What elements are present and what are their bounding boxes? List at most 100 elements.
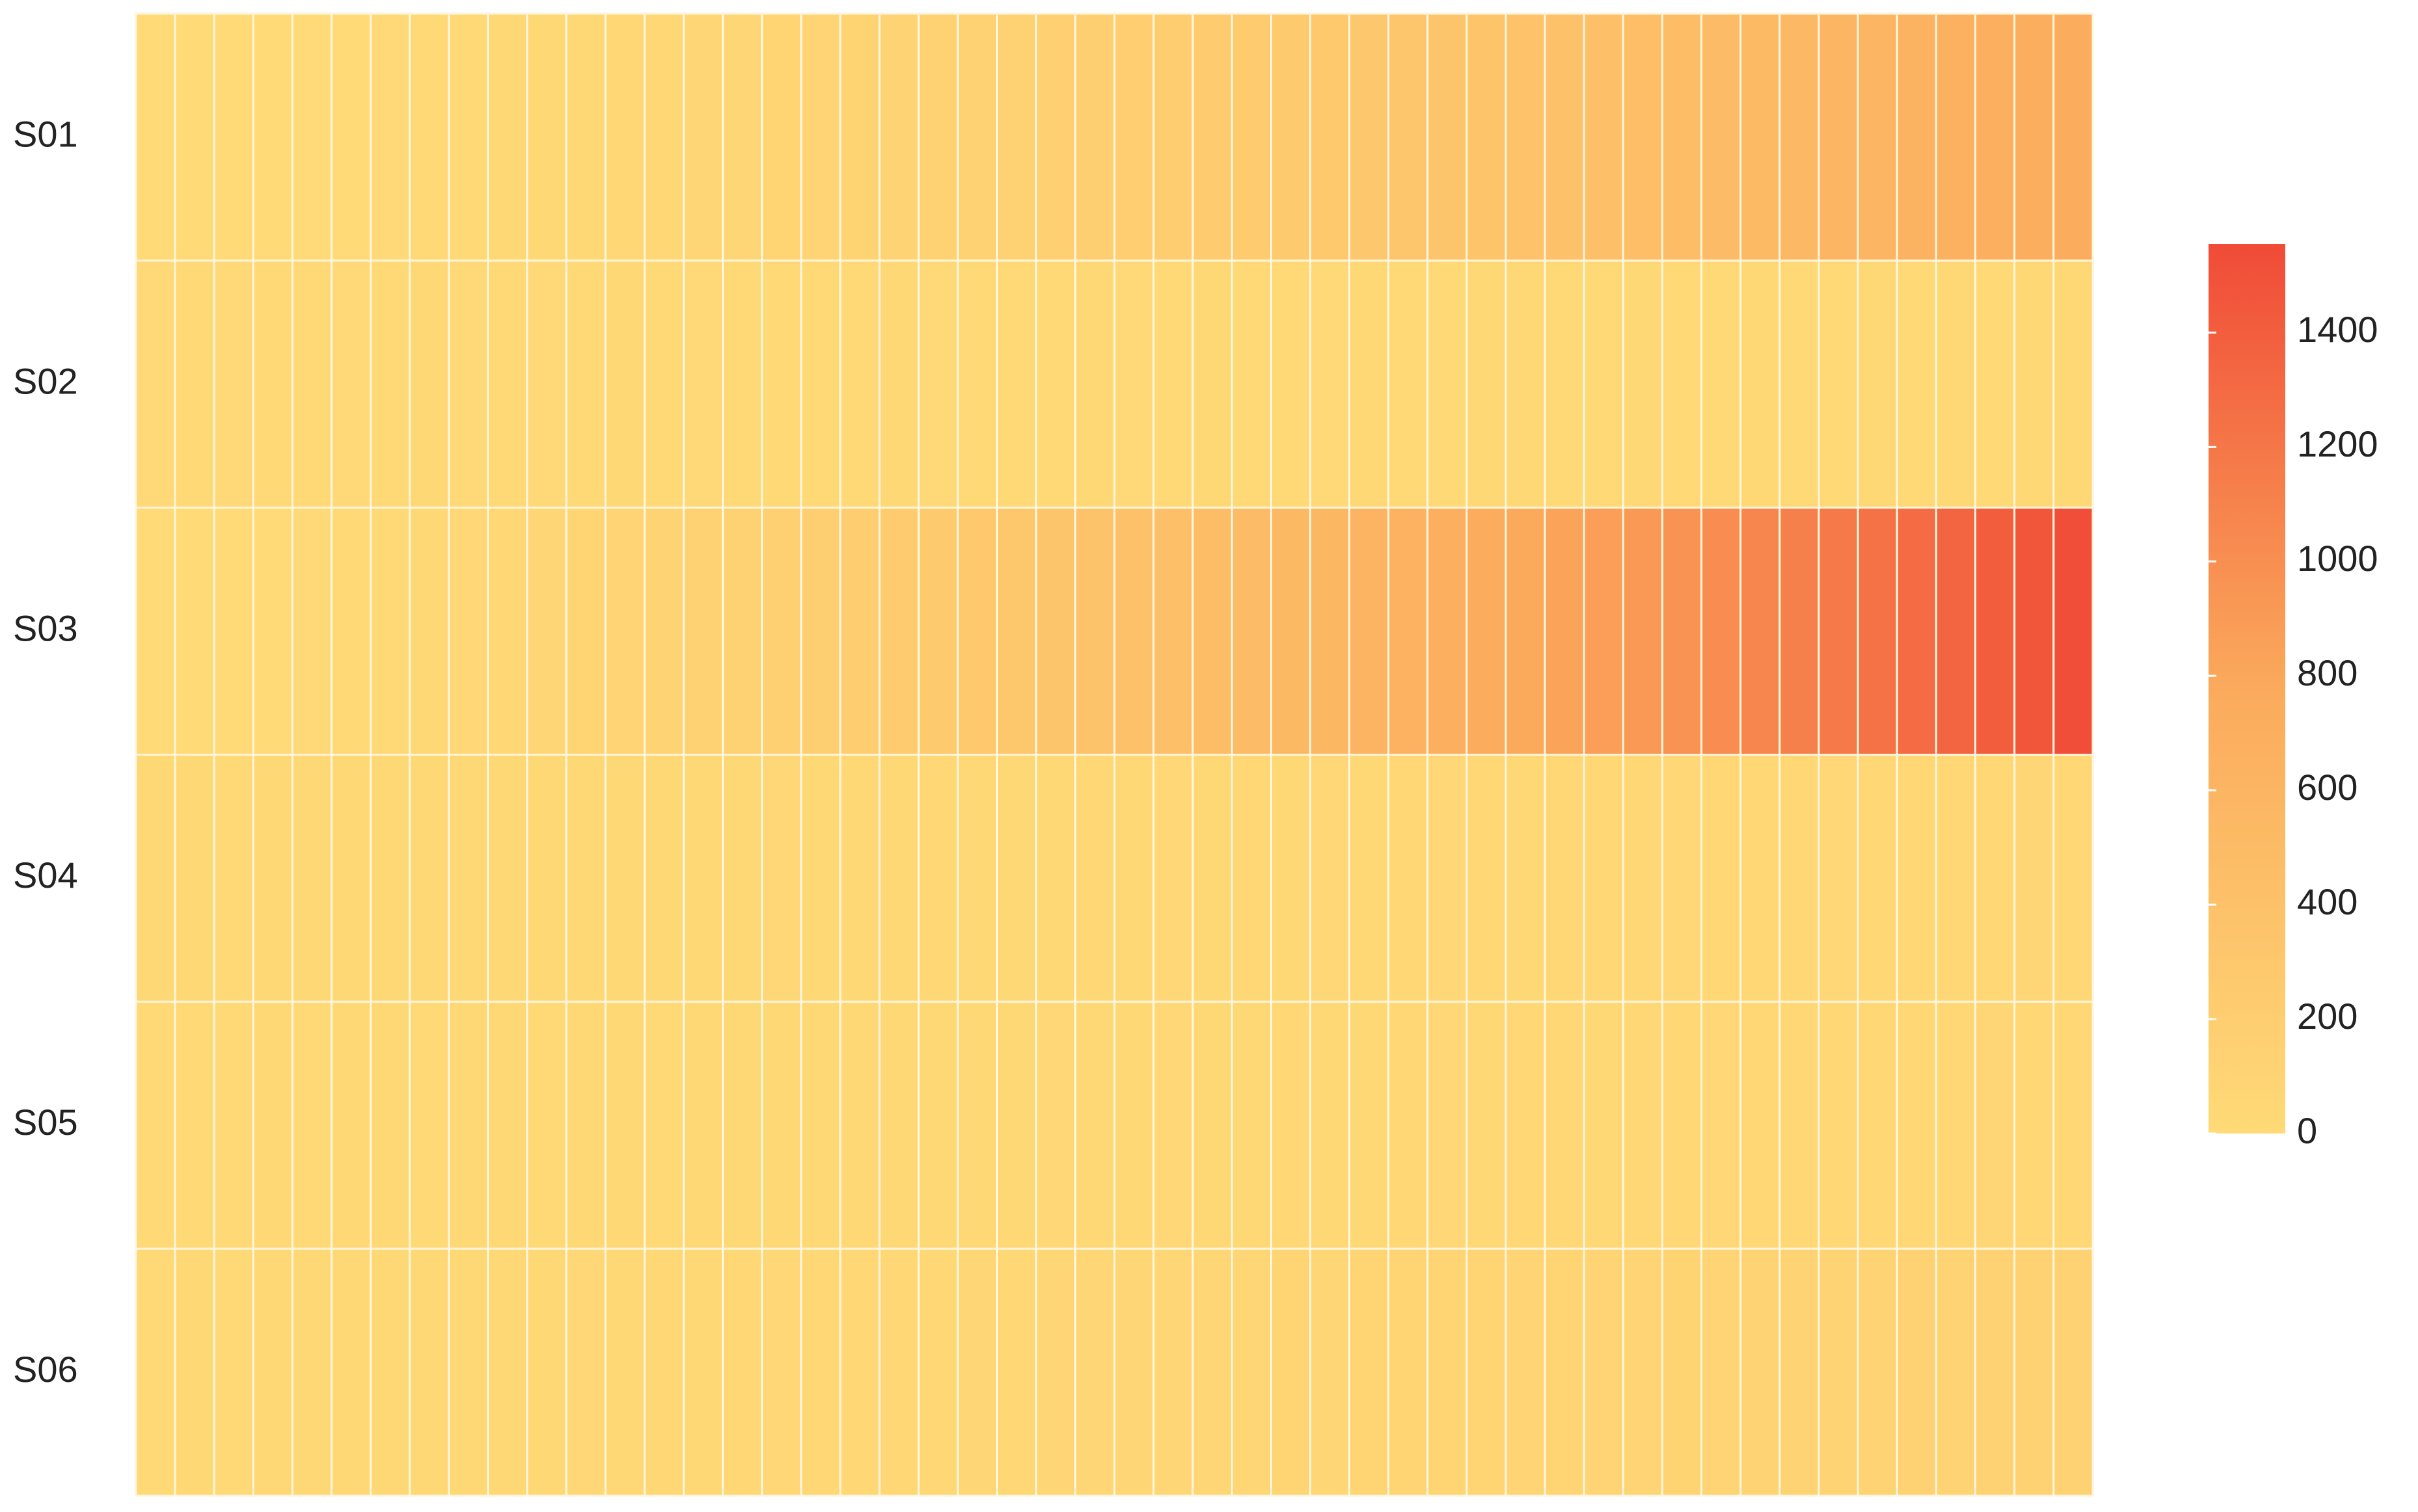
heat-cell: [721, 12, 764, 262]
heat-cell: [643, 259, 685, 509]
heat-cell: [213, 507, 254, 756]
heat-cell: [2052, 12, 2094, 262]
heat-cell: [2052, 1247, 2094, 1497]
heat-cell: [1740, 1000, 1781, 1250]
heat-cell: [1700, 1247, 1742, 1497]
heat-cell: [1779, 507, 1820, 756]
heat-cell: [448, 754, 489, 1003]
heat-cell: [1309, 1000, 1350, 1250]
heat-cell: [330, 754, 372, 1003]
heat-cell: [369, 259, 411, 509]
heat-cell: [1974, 12, 2016, 262]
heat-cell: [643, 1000, 685, 1250]
heat-cell: [291, 754, 333, 1003]
heat-cell: [487, 754, 529, 1003]
heat-cell: [643, 12, 685, 262]
heat-cell: [1152, 259, 1194, 509]
heat-cell: [2052, 259, 2094, 509]
heat-cell: [1426, 754, 1468, 1003]
heat-cell: [1544, 754, 1585, 1003]
heat-cell: [487, 1247, 529, 1497]
heat-cell: [409, 259, 450, 509]
heat-cell: [1270, 754, 1311, 1003]
heat-cell: [1544, 12, 1585, 262]
heat-cell: [1348, 259, 1390, 509]
heat-cell: [1270, 507, 1311, 756]
heat-cell: [1583, 754, 1624, 1003]
heat-cell: [1387, 754, 1429, 1003]
heat-cell: [1974, 1247, 2016, 1497]
heat-cell: [1505, 754, 1546, 1003]
heat-cell: [604, 12, 646, 262]
heat-cell: [1113, 754, 1155, 1003]
heat-cell: [174, 1000, 215, 1250]
colorbar: [2209, 244, 2285, 1134]
heat-cell: [917, 1000, 959, 1250]
heat-cell: [1661, 1000, 1702, 1250]
heat-cell: [1230, 12, 1272, 262]
heat-cell: [135, 507, 176, 756]
heat-cell: [1152, 507, 1194, 756]
colorbar-tick-label: 1000: [2297, 538, 2378, 579]
heat-cell: [1191, 754, 1233, 1003]
heat-cell: [1857, 259, 1898, 509]
heat-cell: [917, 1247, 959, 1497]
row-label: S02: [13, 361, 78, 402]
heat-cell: [1935, 1000, 1977, 1250]
heat-cell: [1191, 259, 1233, 509]
heat-cell: [526, 507, 568, 756]
heat-cell: [135, 1247, 176, 1497]
heat-cell: [761, 1000, 803, 1250]
heat-cell: [252, 754, 294, 1003]
heat-cell: [448, 507, 489, 756]
heat-cell: [839, 507, 881, 756]
heat-cell: [526, 259, 568, 509]
heat-cell: [1622, 1247, 1663, 1497]
heat-cell: [174, 754, 215, 1003]
heat-cell: [409, 1000, 450, 1250]
heat-cell: [1113, 1247, 1155, 1497]
heat-cell: [565, 754, 607, 1003]
heat-cell: [1074, 12, 1116, 262]
heat-cell: [1270, 1247, 1311, 1497]
heat-cell: [1661, 754, 1702, 1003]
heat-cell: [878, 507, 920, 756]
heat-cell: [1152, 1000, 1194, 1250]
heat-cell: [878, 1000, 920, 1250]
heat-cell: [682, 1000, 724, 1250]
heat-cell: [1426, 259, 1468, 509]
heat-cell: [721, 259, 764, 509]
heat-cell: [682, 754, 724, 1003]
heat-cell: [1818, 1000, 1859, 1250]
heat-cell: [800, 1247, 842, 1497]
heat-cell: [2052, 1000, 2094, 1250]
heat-cell: [996, 754, 1038, 1003]
heat-cell: [291, 1000, 333, 1250]
heat-cell: [526, 1247, 568, 1497]
heat-cell: [761, 12, 803, 262]
heat-cell: [996, 259, 1038, 509]
heat-cell: [1622, 259, 1663, 509]
heat-cell: [878, 754, 920, 1003]
heat-cell: [1035, 259, 1077, 509]
heat-cell: [761, 1247, 803, 1497]
heat-cell: [1622, 1000, 1663, 1250]
heat-cell: [800, 12, 842, 262]
heat-cell: [135, 259, 176, 509]
heat-cell: [1191, 507, 1233, 756]
heat-cell: [1779, 259, 1820, 509]
heat-cell: [1544, 507, 1585, 756]
heat-cell: [1035, 1000, 1077, 1250]
heat-cell: [1974, 1000, 2016, 1250]
heat-cell: [174, 259, 215, 509]
heat-cell: [369, 12, 411, 262]
heat-cell: [1074, 1247, 1116, 1497]
heat-cell: [252, 1000, 294, 1250]
heat-cell: [448, 259, 489, 509]
heat-cell: [1191, 1247, 1233, 1497]
heat-cell: [604, 507, 646, 756]
heat-cell: [1113, 507, 1155, 756]
heat-cell: [1935, 12, 1977, 262]
heat-cell: [174, 12, 215, 262]
